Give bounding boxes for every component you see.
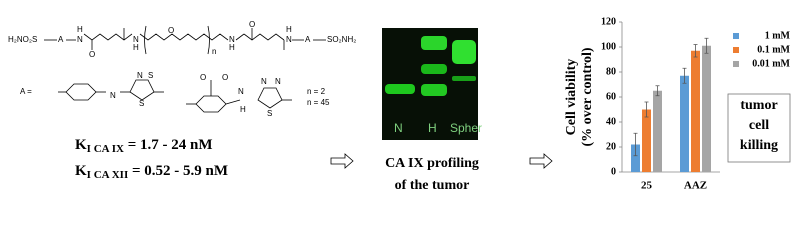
atom-label: S [267, 109, 272, 118]
x-tick-label: 25 [641, 180, 653, 192]
caption: CA IX profiling [385, 156, 479, 171]
lane-label: N [394, 121, 403, 135]
bar [642, 109, 651, 172]
legend-swatch [733, 47, 739, 53]
y-tick-label: 0 [611, 166, 616, 177]
y-axis-label: Cell viability [564, 59, 579, 136]
bar [691, 50, 700, 172]
atom-label: N [275, 77, 281, 86]
error-bar [693, 44, 698, 58]
y-tick-label: 60 [606, 91, 616, 102]
atom-label: N [261, 77, 267, 86]
atom-label: H [286, 25, 292, 34]
atom-label: O [222, 73, 228, 82]
bar [702, 45, 711, 172]
y-tick-label: 80 [606, 66, 616, 77]
annotation: cell [749, 118, 769, 133]
ki-value: = 1.7 - 24 nM [124, 137, 213, 153]
annotation: tumor [740, 98, 777, 113]
ki-value: = 0.52 - 5.9 nM [128, 163, 228, 179]
structure-bonds [44, 25, 326, 113]
atom-label: H [133, 43, 139, 52]
blot-band [421, 36, 447, 50]
graphical-abstract: H₂NO₂S A N H O N H O n N H O N H A SO₂NH… [8, 16, 791, 193]
atom-label: N [137, 71, 143, 80]
atom-label: O [249, 20, 255, 29]
ki-line: KI CA IX = 1.7 - 24 nM [75, 137, 213, 154]
arrow [529, 153, 553, 169]
lane-label: Spher [450, 121, 482, 135]
arrow [330, 153, 354, 169]
n-value: n = 2 [307, 87, 326, 96]
atom-label: H₂NO₂S [8, 35, 37, 44]
ki-subscript: I CA IX [87, 143, 124, 155]
western-blot: N H Spher [382, 28, 482, 140]
atom-label: H [77, 25, 83, 34]
error-bar [644, 101, 649, 118]
a-definition: A = [20, 87, 32, 96]
ki-symbol: K [75, 163, 87, 179]
ki-values: KI CA IX = 1.7 - 24 nM KI CA XII = 0.52 … [75, 137, 228, 180]
y-tick-label: 40 [606, 116, 616, 127]
atom-label: A [305, 35, 311, 44]
y-tick-label: 100 [601, 41, 616, 52]
atom-label: A [58, 35, 64, 44]
atom-label: N [286, 35, 292, 44]
legend-label: 0.01 mM [752, 58, 790, 69]
bar-chart: 0 20 40 60 80 100 120 Cell viability (% over con… [564, 16, 790, 191]
error-bar [655, 85, 660, 97]
blot-labels: N H Spher [394, 121, 482, 135]
legend-label: 0.1 mM [757, 44, 790, 55]
error-bar [633, 132, 638, 157]
atom-label: S [139, 99, 144, 108]
atom-label: N [133, 35, 139, 44]
atom-label: S [148, 71, 153, 80]
n-value: n = 45 [307, 98, 330, 107]
atom-label: O [200, 73, 206, 82]
bar [680, 75, 689, 172]
atom-label: O [168, 26, 174, 35]
ki-line: KI CA XII = 0.52 - 5.9 nM [75, 163, 228, 180]
blot-band [421, 64, 447, 74]
blot-band [452, 40, 476, 64]
atom-label: SO₂NH₂ [327, 35, 356, 44]
bar [653, 90, 662, 172]
blot-band [385, 84, 415, 94]
bar [631, 144, 640, 172]
annotation-box [727, 93, 791, 163]
error-bar [682, 67, 687, 84]
atom-label: O [89, 50, 95, 59]
lane-label: H [428, 121, 437, 135]
atom-label: N [110, 91, 116, 100]
legend-label: 1 mM [765, 30, 791, 41]
legend-swatch [733, 33, 739, 39]
blot-band [452, 76, 476, 81]
ki-symbol: K [75, 137, 87, 153]
atom-label: H [240, 105, 246, 114]
error-bar [704, 37, 709, 54]
y-tick-label: 20 [606, 141, 616, 152]
y-tick-label: 120 [601, 16, 616, 27]
ki-subscript: I CA XII [87, 169, 129, 181]
caption: of the tumor [395, 178, 470, 193]
y-axis-label: (% over control) [580, 47, 595, 146]
atom-label: N [229, 35, 235, 44]
blot-band [421, 84, 447, 96]
atom-label: H [229, 43, 235, 52]
legend-swatch [733, 61, 739, 67]
annotation: killing [740, 138, 778, 153]
structure-labels: H₂NO₂S A N H O N H O n N H O N H A SO₂NH… [8, 20, 356, 118]
x-tick-label: AAZ [684, 180, 707, 192]
atom-label: n [212, 47, 216, 56]
atom-label: N [238, 87, 244, 96]
atom-label: N [77, 35, 83, 44]
